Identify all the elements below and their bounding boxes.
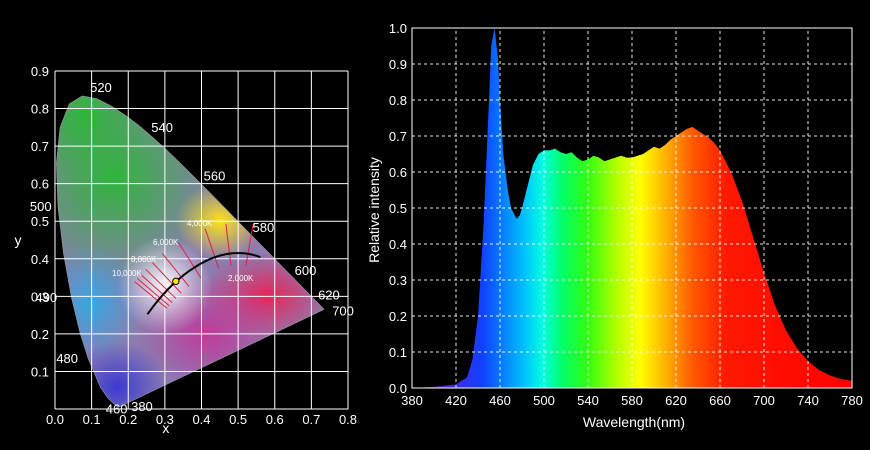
cie-grid	[54, 70, 349, 410]
spectral-wavelength-label: 520	[90, 80, 112, 95]
spectral-wavelength-label: 540	[151, 120, 173, 135]
cie-y-tick-label: 0.5	[31, 214, 49, 229]
cie-x-tick-label: 0.8	[339, 412, 357, 427]
spectral-locus	[56, 95, 325, 408]
spectrum-y-tick-label: 0.0	[389, 381, 407, 396]
cie-y-tick-label: 0.8	[31, 102, 49, 117]
cie-y-tick-label: 0.1	[31, 364, 49, 379]
cct-isotherm-line	[151, 262, 182, 294]
spectrum-y-tick-label: 0.7	[389, 129, 407, 144]
spectrum-y-tick-label: 0.4	[389, 237, 407, 252]
cie-y-tick-label: 0.4	[31, 252, 49, 267]
spectrum-x-axis-label: Wavelength(nm)	[583, 414, 685, 430]
cie-y-tick-label: 0.3	[31, 289, 49, 304]
spectrum-x-tick-label: 460	[489, 393, 511, 408]
cct-label: 6,000K	[153, 238, 179, 247]
cct-label: 8,000K	[131, 255, 157, 264]
cie-tick-labels: 0.0 0.1 0.2 0.3 0.4 0.5 0.6 0.7 0.8 0.1 0.2 0.3 0.4 0…	[31, 64, 357, 427]
cie-x-tick-label: 0.1	[83, 412, 101, 427]
measured-chromaticity-point	[172, 277, 180, 286]
spectral-wavelength-label: 460	[106, 402, 128, 417]
cct-label: 2,000K	[228, 274, 254, 283]
cie-x-tick-label: 0.7	[302, 412, 320, 427]
cct-isotherm-line	[140, 274, 173, 303]
spectrum-tick-labels: 380 420 460 500 540 580 620 660 700 740 780 0.0 0.1 0…	[389, 21, 863, 408]
cie-y-tick-label: 0.9	[31, 64, 49, 79]
cie-y-tick-label: 0.2	[31, 327, 49, 342]
spectrum-x-tick-label: 660	[709, 393, 731, 408]
cct-isotherm-line	[225, 223, 232, 266]
spectrum-x-tick-label: 740	[797, 393, 819, 408]
spectrum-y-tick-label: 0.3	[389, 273, 407, 288]
spectrum-y-tick-label: 0.5	[389, 201, 407, 216]
cct-label: 10,000K	[112, 269, 142, 278]
cie-y-tick-label: 0.7	[31, 139, 49, 154]
spectral-wavelength-label: 580	[253, 220, 275, 235]
cie-chromaticity-diagram: 0.0 0.1 0.2 0.3 0.4 0.5 0.6 0.7 0.8 0.1 0.2 0.3 0.4 0…	[15, 64, 358, 436]
spectrum-y-tick-label: 0.8	[389, 93, 407, 108]
gamut-color-region	[66, 341, 169, 408]
cie-x-tick-label: 0.6	[266, 412, 284, 427]
spectral-wavelength-label: 500	[30, 199, 52, 214]
cct-isotherm-line	[177, 241, 202, 278]
spectrum-y-tick-label: 0.1	[389, 345, 407, 360]
spectrum-x-tick-label: 580	[621, 393, 643, 408]
spectrum-x-tick-label: 700	[753, 393, 775, 408]
cct-isotherm-line	[137, 278, 170, 307]
spectrum-x-tick-label: 620	[665, 393, 687, 408]
spectrum-x-tick-label: 500	[533, 393, 555, 408]
cie-y-tick-label: 0.6	[31, 177, 49, 192]
spectral-wavelength-label: 700	[332, 303, 354, 318]
spectrum-y-tick-label: 1.0	[389, 21, 407, 36]
cie-x-axis-label: x	[162, 420, 169, 436]
spectral-wavelength-label: 490	[35, 290, 57, 305]
cct-labels: 10,000K 8,000K 6,000K 4,000K 2,000K	[112, 219, 254, 283]
spectrum-y-tick-label: 0.2	[389, 309, 407, 324]
cie-y-axis-label: y	[15, 232, 22, 248]
cie-x-tick-label: 0.0	[46, 412, 64, 427]
cct-isotherm-line	[204, 228, 220, 269]
cie-x-tick-label: 0.4	[192, 412, 210, 427]
cie-x-tick-label: 0.2	[119, 412, 137, 427]
spectrum-x-tick-label: 380	[401, 393, 423, 408]
spectral-wavelength-label: 480	[56, 351, 78, 366]
spectrum-x-tick-label: 780	[841, 393, 863, 408]
spectrum-y-tick-label: 0.6	[389, 165, 407, 180]
cct-label: 4,000K	[187, 219, 213, 228]
cct-isotherm-line	[145, 268, 177, 299]
spectral-wavelength-label: 600	[295, 263, 317, 278]
cie-x-tick-label: 0.5	[229, 412, 247, 427]
cct-isotherms	[134, 223, 254, 309]
cie-x-tick-label: 0.3	[156, 412, 174, 427]
spectrum-y-axis-label: Relative intensity	[366, 157, 382, 263]
spectrum-chart: 380 420 460 500 540 580 620 660 700 740 780 0.0 0.1 0…	[366, 21, 863, 430]
cct-isotherm-line	[162, 253, 190, 287]
spectrum-y-tick-label: 0.9	[389, 57, 407, 72]
spectral-wavelength-label: 560	[204, 169, 226, 184]
spectral-wavelength-label: 620	[318, 287, 340, 302]
spectrum-x-tick-label: 420	[445, 393, 467, 408]
spectrum-frame	[411, 27, 853, 389]
spectrum-grid	[412, 28, 852, 388]
cct-isotherm-line	[134, 281, 168, 309]
cct-isotherm-line	[245, 224, 254, 266]
spectral-wavelength-label: 380	[131, 399, 153, 414]
spectrum-x-tick-label: 540	[577, 393, 599, 408]
